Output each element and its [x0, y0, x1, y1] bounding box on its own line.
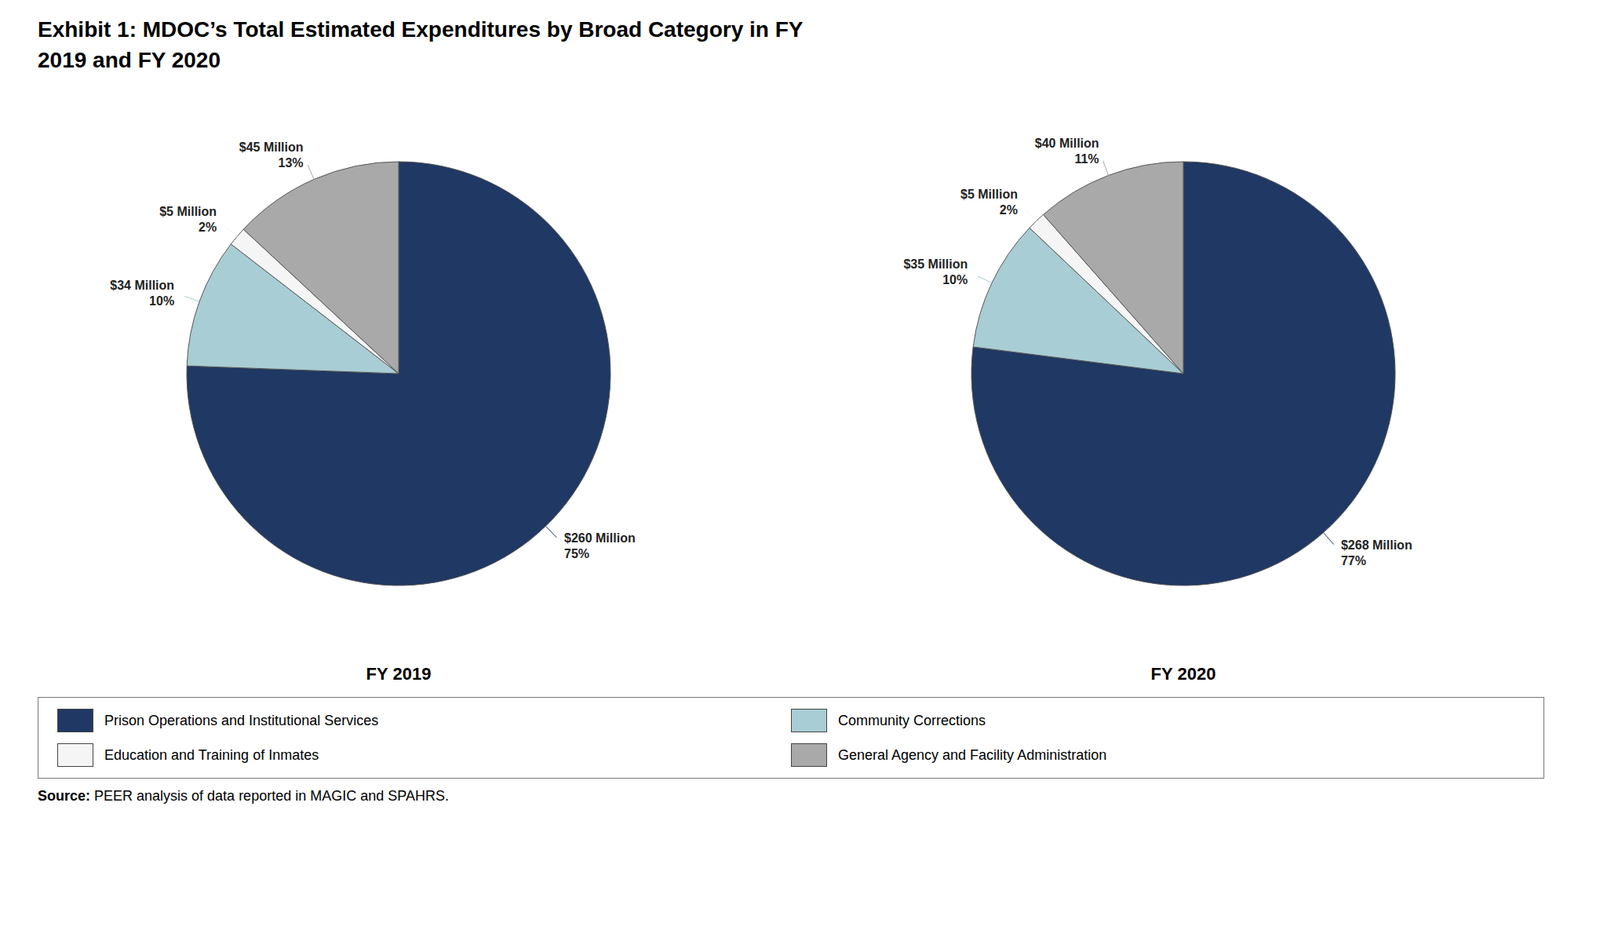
- html-text:Education and Training of Inma: Education and Training of Inmates: [104, 746, 319, 763]
- html-text:Prison Operations and Institut: Prison Operations and Institutional Serv…: [104, 712, 379, 729]
- html-text:General Agency and Facility Ad: General Agency and Facility Administrati…: [838, 746, 1107, 763]
- html-text:Community Corrections: Community Corrections: [838, 712, 986, 729]
- svg-text:$40 Million11%: $40 Million11%: [1035, 135, 1100, 165]
- svg-text:$5 Million2%: $5 Million2%: [960, 187, 1018, 217]
- svg-text:$45 Million13%: $45 Million13%: [239, 140, 304, 170]
- html-text:2019 and FY 2020: 2019 and FY 2020: [37, 48, 221, 73]
- html-text:Exhibit 1: MDOC’s Total Estima: Exhibit 1: MDOC’s Total Estimated Expend…: [37, 17, 804, 42]
- html-text:Source: PEER analysis of data: Source: PEER analysis of data reported i…: [37, 788, 449, 804]
- html-text:FY 2020: FY 2020: [1150, 664, 1216, 684]
- svg-text:$5 Million2%: $5 Million2%: [159, 204, 217, 234]
- html-text:FY 2019: FY 2019: [366, 664, 432, 684]
- svg-text:$260 Million75%: $260 Million75%: [564, 531, 636, 561]
- svg-text:$35 Million10%: $35 Million10%: [903, 257, 968, 287]
- svg-text:$268 Million77%: $268 Million77%: [1341, 538, 1413, 568]
- svg-text:$34 Million10%: $34 Million10%: [109, 277, 175, 307]
